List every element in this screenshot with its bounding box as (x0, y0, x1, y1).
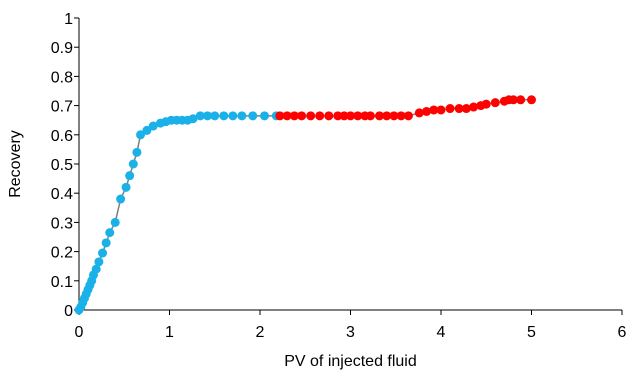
y-axis-title: Recovery (7, 130, 24, 198)
x-tick-label: 2 (256, 324, 265, 341)
x-tick-label: 3 (346, 324, 355, 341)
data-point (445, 104, 455, 114)
data-point (116, 194, 126, 204)
x-tick-label: 5 (527, 324, 536, 341)
data-point (429, 105, 439, 115)
x-tick-label: 6 (618, 324, 626, 341)
data-point (516, 95, 526, 105)
data-point (324, 111, 334, 121)
data-point (228, 111, 238, 121)
data-point (203, 111, 213, 121)
y-tick-label: 0.9 (51, 40, 73, 57)
data-point (210, 111, 220, 121)
data-point (110, 217, 120, 227)
x-tick-label: 1 (165, 324, 174, 341)
data-point (105, 228, 115, 238)
data-point (422, 106, 432, 116)
data-points (74, 95, 536, 315)
y-tick-label: 0 (64, 303, 73, 320)
data-point (490, 98, 500, 108)
data-point (333, 111, 343, 121)
x-tick-label: 0 (75, 324, 84, 341)
axes (74, 17, 623, 315)
data-point (275, 111, 285, 121)
data-point (136, 130, 146, 140)
data-point (527, 95, 536, 105)
data-point (339, 111, 349, 121)
y-tick-label: 0.6 (51, 128, 73, 145)
y-tick-label: 0.4 (51, 186, 73, 203)
data-point (128, 159, 138, 169)
x-tick-label: 4 (437, 324, 446, 341)
data-point (374, 111, 384, 121)
data-point (91, 264, 101, 274)
data-point (188, 114, 198, 124)
data-point (260, 111, 270, 121)
data-point (94, 257, 104, 267)
data-point (132, 147, 142, 157)
data-point (289, 111, 299, 121)
data-point (353, 111, 363, 121)
y-tick-label: 0.1 (51, 274, 73, 291)
data-point (297, 111, 307, 121)
data-point (101, 238, 111, 248)
data-point (436, 105, 446, 115)
data-point (396, 111, 406, 121)
y-tick-label: 0.3 (51, 215, 73, 232)
data-point (219, 111, 229, 121)
data-point (195, 111, 205, 121)
data-point (121, 182, 131, 192)
tick-labels: 0 1 2 3 4 5 6 0 0.1 0.2 0.3 0.4 0.5 0.6 0.7 0.8 0.9 1 (51, 11, 626, 341)
data-point (469, 102, 479, 112)
y-tick-label: 1 (64, 11, 73, 28)
data-point (98, 248, 108, 258)
data-point (382, 111, 392, 121)
data-point (508, 95, 518, 105)
data-point (148, 121, 158, 131)
data-point (306, 111, 316, 121)
data-point (481, 99, 491, 109)
y-tick-label: 0.8 (51, 69, 73, 86)
data-point (237, 111, 247, 121)
data-point (282, 111, 292, 121)
data-point (461, 104, 471, 114)
y-tick-label: 0.5 (51, 157, 73, 174)
data-point (365, 111, 375, 121)
data-point (414, 108, 424, 118)
data-point (389, 111, 399, 121)
y-tick-label: 0.2 (51, 245, 73, 262)
data-point (248, 111, 258, 121)
data-point (403, 111, 413, 121)
data-point (454, 104, 464, 114)
data-point (125, 171, 135, 181)
y-tick-label: 0.7 (51, 99, 73, 116)
data-point (142, 125, 152, 135)
data-point (315, 111, 325, 121)
x-axis-title: PV of injected fluid (284, 353, 417, 370)
data-point (346, 111, 355, 121)
